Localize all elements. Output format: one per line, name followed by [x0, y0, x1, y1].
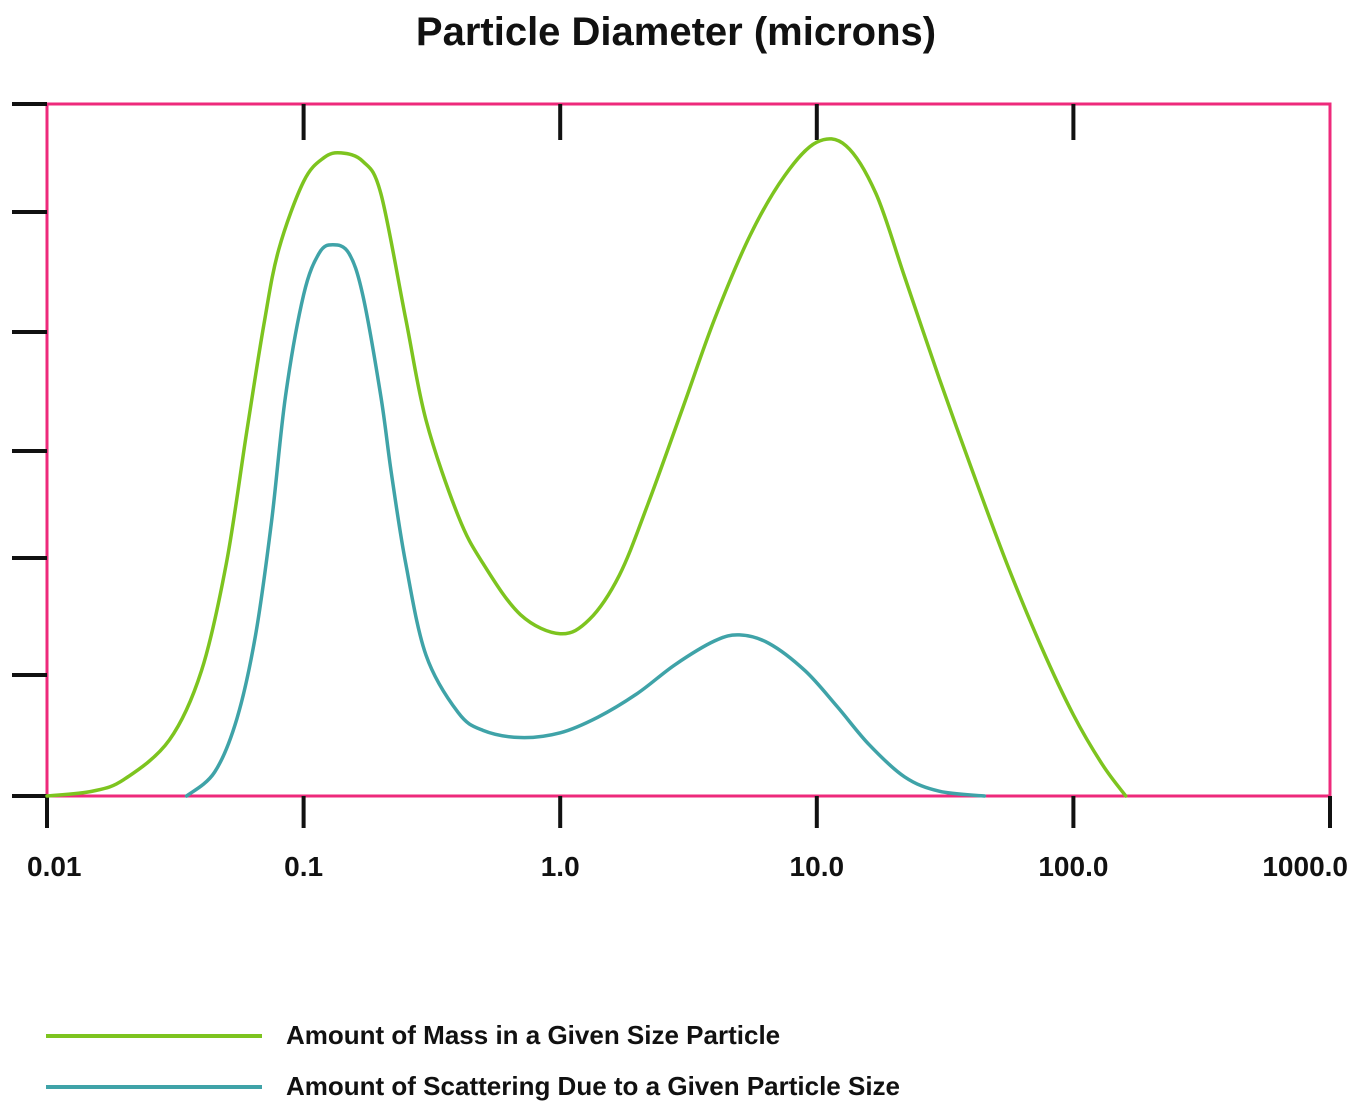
tick-labels-layer: 0.01 0.1 1.0 10.0 100.0 1000.0 — [27, 851, 1348, 882]
x-tick-label-0: 0.01 — [27, 851, 82, 882]
legend-item-mass: Amount of Mass in a Given Size Particle — [46, 1010, 900, 1061]
axis-ticks-layer — [12, 102, 1332, 828]
x-tick-label-2: 1.0 — [541, 851, 580, 882]
series-line-mass — [45, 137, 1128, 798]
chart-title: Particle Diameter (microns) — [415, 10, 937, 54]
x-tick-label-5: 1000.0 — [1262, 851, 1348, 882]
plot-frame-layer — [45, 102, 1332, 798]
plot-frame — [45, 102, 1332, 798]
legend-label-scattering: Amount of Scattering Due to a Given Part… — [286, 1071, 901, 1101]
legend-label-mass: Amount of Mass in a Given Size Particle — [286, 1020, 781, 1050]
x-tick-label-1: 0.1 — [284, 851, 323, 882]
x-tick-label-4: 100.0 — [1038, 851, 1108, 882]
legend-item-scattering: Amount of Scattering Due to a Given Part… — [46, 1061, 900, 1112]
legend-swatch-scattering — [46, 1084, 262, 1089]
series-line-scattering — [184, 243, 987, 798]
legend-swatch-mass — [46, 1033, 262, 1038]
series-layer — [45, 137, 1128, 798]
x-tick-label-3: 10.0 — [790, 851, 845, 882]
legend: Amount of Mass in a Given Size Particle … — [46, 1010, 900, 1112]
